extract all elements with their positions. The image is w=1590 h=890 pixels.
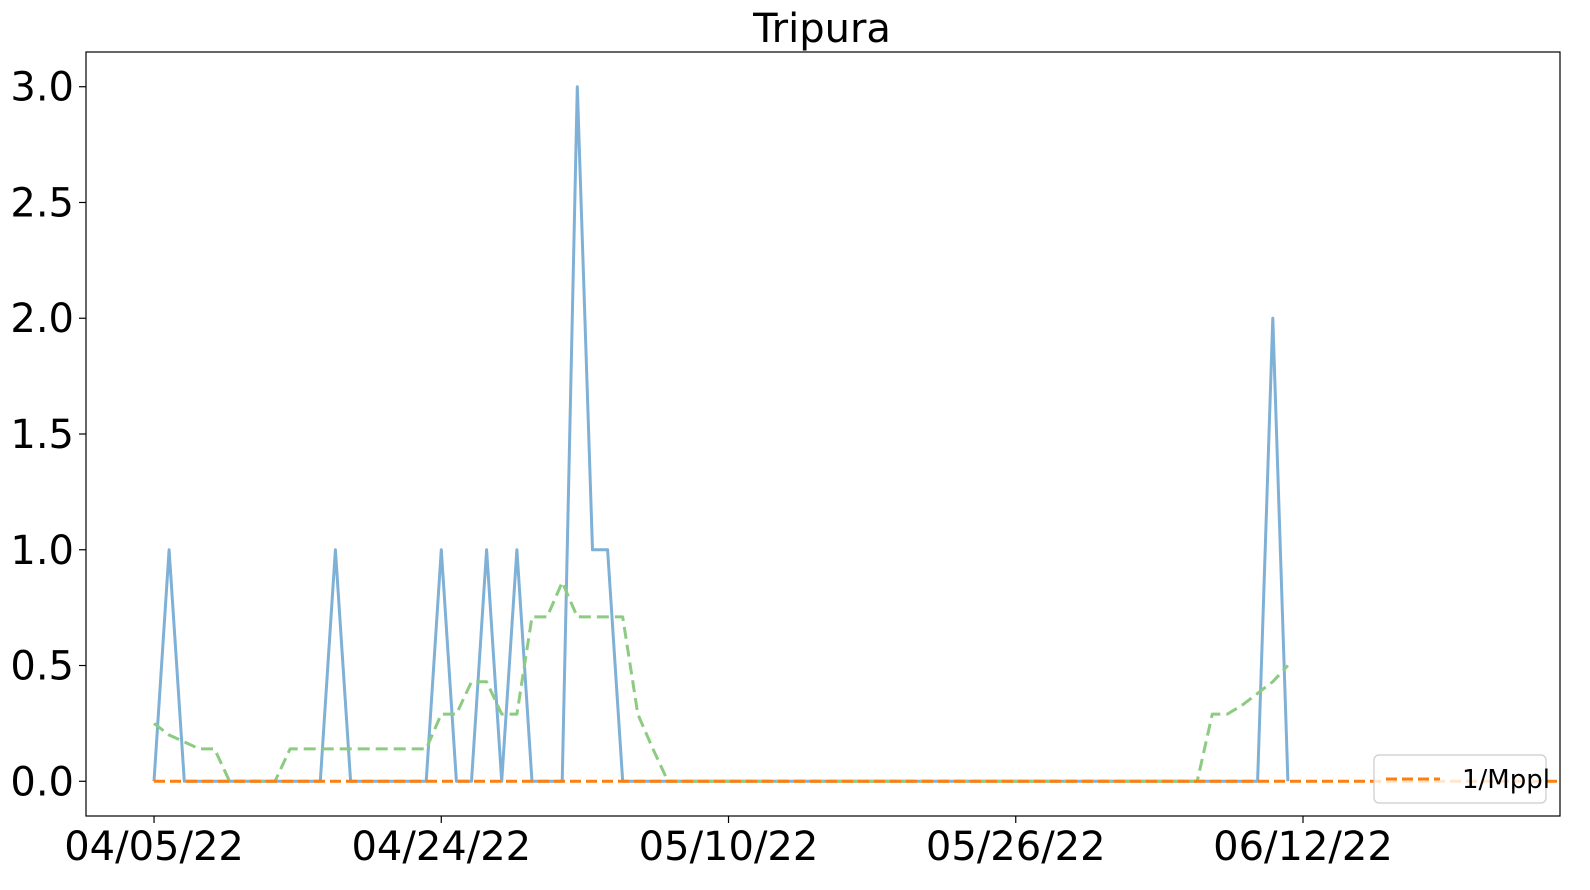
plot-frame [85,51,1561,817]
series-line-1 [152,85,1290,783]
x-tick-label: 04/24/22 [351,824,531,870]
y-tick-label: 2.5 [10,180,74,226]
x-tick-label: 06/12/22 [1213,824,1393,870]
y-tick-label: 3.0 [10,65,74,111]
y-axis: 0.0 0.5 1.0 1.5 2.0 2.5 3.0 [10,65,86,805]
legend-label-1-mppl: 1/Mppl [1462,765,1550,795]
legend: 1/Mppl [1373,754,1550,804]
y-tick-label: 2.0 [10,296,74,342]
legend-box [1373,754,1547,804]
series-line-2 [153,580,1289,783]
y-tick-label: 1.0 [10,528,74,574]
y-tick-label: 0.5 [10,644,74,690]
x-axis: 04/05/22 04/24/22 05/10/22 05/26/22 06/12/22 [64,816,1393,870]
y-tick-label: 0.0 [10,759,74,805]
chart-title: Tripura [752,6,891,52]
y-tick-label: 1.5 [10,412,74,458]
x-tick-label: 04/05/22 [64,824,244,870]
x-tick-label: 05/26/22 [926,824,1106,870]
series-layer [152,85,1560,783]
x-tick-label: 05/10/22 [639,824,819,870]
